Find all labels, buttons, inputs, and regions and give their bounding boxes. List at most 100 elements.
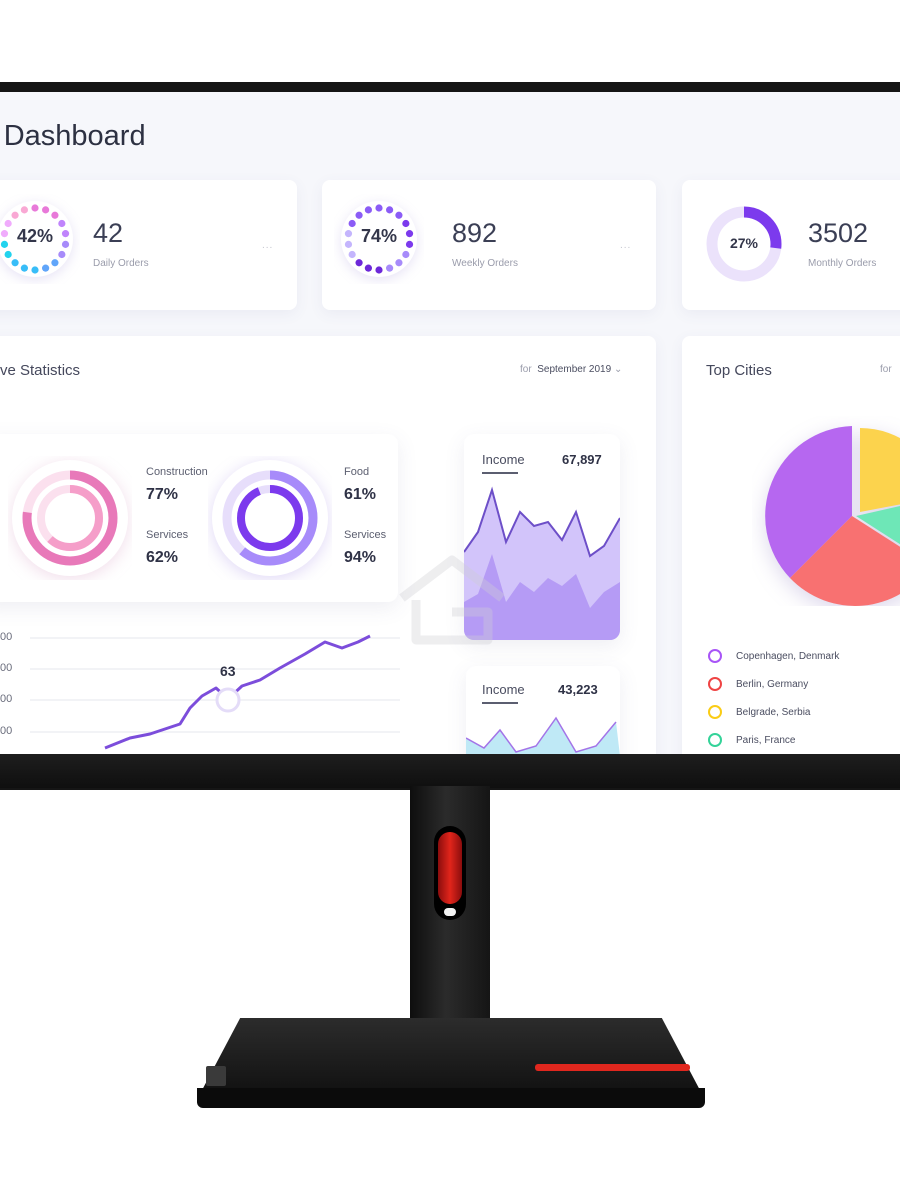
food-label: Food <box>344 466 370 478</box>
chevron-down-icon: ⌄ <box>613 364 623 375</box>
weekly-orders-percent: 74% <box>360 226 398 246</box>
legend-item-paris: Paris, France <box>708 732 795 748</box>
ring-dot <box>11 259 19 267</box>
food-value: 61% <box>344 486 377 503</box>
monthly-orders-card[interactable]: 27% 3502 Monthly Orders <box>682 180 900 310</box>
page-title: r Dashboard <box>0 120 146 153</box>
ring-dot <box>42 264 50 272</box>
ring-dot <box>61 230 70 238</box>
monitor-screen: r Dashboard 42% 42 Daily Orders ... 74% … <box>0 92 900 754</box>
ring-dot <box>348 250 356 259</box>
statistics-period-select[interactable]: for September 2019 ⌄ <box>520 364 623 375</box>
monitor-chin <box>0 754 900 788</box>
daily-orders-card[interactable]: 42% 42 Daily Orders ... <box>0 180 297 310</box>
monthly-orders-progress-ring <box>706 206 782 282</box>
statistics-line-chart <box>30 634 400 750</box>
income-card-1[interactable]: Income 67,897 <box>464 434 620 640</box>
top-cities-period-select[interactable]: for <box>880 364 892 375</box>
weekly-orders-value: 892 <box>452 218 498 248</box>
legend-item-belgrade: Belgrade, Serbia <box>708 704 811 720</box>
weekly-orders-card[interactable]: 74% 892 Weekly Orders ... <box>322 180 656 310</box>
y-tick-3: 00 <box>0 693 13 705</box>
income-card-2[interactable]: Income 43,223 <box>466 666 620 754</box>
daily-orders-menu[interactable]: ... <box>262 240 274 251</box>
construction-value: 77% <box>146 486 179 503</box>
monthly-orders-value: 3502 <box>808 218 869 248</box>
legend-dot-icon <box>708 733 722 747</box>
pink-ring-chart <box>12 460 128 576</box>
income-line-chart-2 <box>466 716 620 754</box>
services-label-1: Services <box>146 529 189 541</box>
statistics-card: ve Statistics for September 2019 ⌄ Const… <box>0 336 656 754</box>
services-value-2: 94% <box>344 549 377 566</box>
ring-dot <box>375 266 383 274</box>
y-tick-2: 00 <box>0 662 13 674</box>
ring-dot <box>61 240 70 248</box>
ring-dot <box>402 219 410 228</box>
daily-orders-label: Daily Orders <box>93 258 149 269</box>
ring-dot <box>20 264 28 272</box>
ring-dot <box>402 250 410 259</box>
services-label-2: Services <box>344 529 387 541</box>
ring-dot <box>51 259 59 267</box>
ring-dot <box>344 230 353 238</box>
income-label-1: Income <box>482 452 525 467</box>
construction-label: Construction <box>146 466 208 478</box>
y-tick-1: 00 <box>0 631 13 643</box>
ring-dot <box>405 230 414 238</box>
ring-dot <box>355 259 363 267</box>
income-label-2: Income <box>482 682 525 697</box>
ring-dot <box>364 264 372 272</box>
ring-dot <box>31 204 39 212</box>
income-underline-1 <box>482 472 518 474</box>
top-cities-title: Top Cities <box>706 362 772 379</box>
ring-dot <box>348 219 356 228</box>
legend-dot-icon <box>708 705 722 719</box>
cable-management-hole <box>434 826 466 920</box>
daily-orders-percent: 42% <box>16 226 54 246</box>
income-area-chart-1 <box>464 486 620 640</box>
ring-dot <box>20 206 28 214</box>
ring-dot <box>355 211 363 219</box>
statistics-title: ve Statistics <box>0 362 81 379</box>
income-underline-2 <box>482 702 518 704</box>
red-accent-stripe <box>535 1064 690 1071</box>
income-value-2: 43,223 <box>558 682 598 697</box>
ring-dot <box>31 266 39 274</box>
legend-dot-icon <box>708 677 722 691</box>
income-value-1: 67,897 <box>562 452 602 467</box>
ring-dot <box>386 206 394 214</box>
weekly-orders-menu[interactable]: ... <box>620 240 632 251</box>
brand-logo <box>206 1066 226 1086</box>
monitor-stand-base <box>200 1018 702 1094</box>
ring-dot <box>344 240 353 248</box>
top-cities-pie-chart <box>765 426 900 606</box>
legend-item-berlin: Berlin, Germany <box>708 676 808 692</box>
monthly-orders-label: Monthly Orders <box>808 258 877 269</box>
weekly-orders-label: Weekly Orders <box>452 258 518 269</box>
weekly-orders-dotted-ring <box>341 201 417 277</box>
legend-dot-icon <box>708 649 722 663</box>
ring-stats-panel: Construction 77% Services 62% Food 61% S… <box>0 434 398 602</box>
monthly-orders-percent: 27% <box>729 235 759 251</box>
ring-dot <box>4 219 12 228</box>
ring-dot <box>58 250 66 259</box>
ring-dot <box>11 211 19 219</box>
line-point-label: 63 <box>220 663 236 679</box>
y-tick-4: 00 <box>0 725 13 737</box>
ring-dot <box>405 240 414 248</box>
ring-dot <box>4 250 12 259</box>
ring-dot <box>364 206 372 214</box>
ring-dot <box>395 259 403 267</box>
daily-orders-value: 42 <box>93 218 124 248</box>
top-cities-card: Top Cities for Copenhagen, Denmark Berli… <box>682 336 900 754</box>
ring-dot <box>58 219 66 228</box>
ring-dot <box>0 240 9 248</box>
ring-dot <box>395 211 403 219</box>
ring-dot <box>42 206 50 214</box>
ring-dot <box>375 204 383 212</box>
purple-ring-chart <box>212 460 328 576</box>
monitor-stand-base-edge <box>197 1088 705 1108</box>
ring-dot <box>0 230 9 238</box>
ring-dot <box>386 264 394 272</box>
